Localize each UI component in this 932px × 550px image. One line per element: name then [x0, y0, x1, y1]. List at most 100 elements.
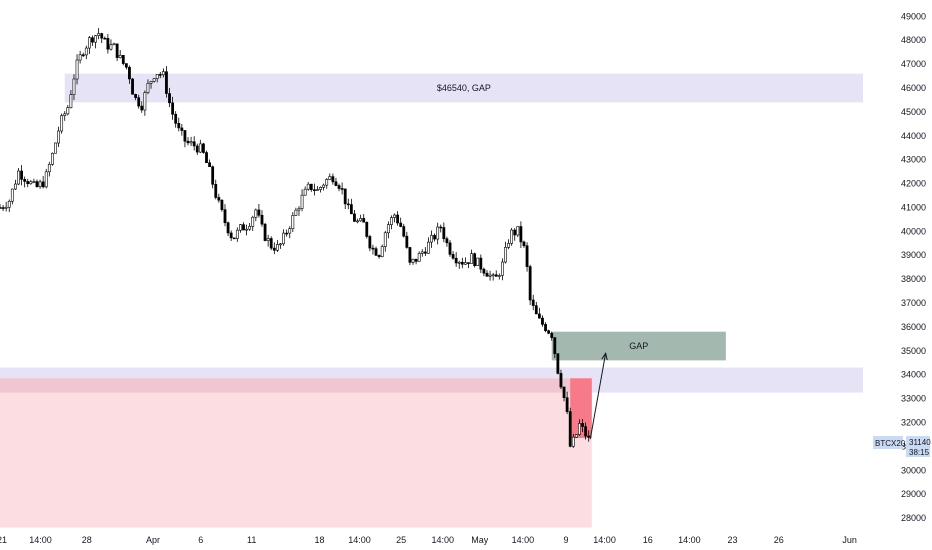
candle	[143, 90, 147, 116]
candle	[272, 242, 276, 255]
candle	[128, 65, 131, 84]
candle	[510, 227, 514, 246]
candle	[451, 251, 455, 260]
candle	[380, 244, 384, 258]
y-tick-label: 41000	[901, 202, 926, 212]
zone-labels-layer: $46540, GAP GAP	[437, 83, 648, 351]
candle	[1, 204, 5, 211]
candle	[386, 221, 390, 239]
x-tick-label: 23	[727, 535, 737, 545]
x-tick-label: 14:00	[593, 535, 616, 545]
candle	[467, 262, 470, 269]
candle	[140, 101, 144, 113]
candle	[525, 242, 529, 272]
candle	[32, 178, 36, 184]
candle	[356, 218, 359, 224]
candle	[430, 230, 433, 248]
candle	[189, 136, 193, 146]
countdown-label: 38:15	[909, 448, 930, 457]
candle	[368, 234, 372, 252]
candle	[544, 322, 547, 333]
y-tick-label: 33000	[901, 394, 926, 404]
gap-zone-35000-label: GAP	[629, 341, 648, 351]
candle	[504, 241, 507, 264]
candle	[0, 203, 2, 209]
candle	[217, 193, 221, 203]
candle	[396, 211, 400, 226]
x-tick-label: 21	[0, 535, 7, 545]
candle	[519, 221, 523, 249]
candle	[254, 208, 258, 222]
candle	[581, 418, 584, 432]
candle	[460, 257, 464, 269]
candle	[279, 242, 282, 249]
candle	[235, 227, 239, 242]
red-zone-strip	[0, 378, 592, 393]
candle	[464, 257, 467, 265]
candle	[476, 257, 480, 266]
time-axis[interactable]: 21 14:00 28 Apr 6 11 18 14:00 25 14:00 May 14:00 9 14…	[0, 535, 857, 545]
candle	[87, 36, 91, 55]
x-tick-label: 16	[643, 535, 653, 545]
candle	[448, 240, 452, 257]
candle	[457, 260, 461, 269]
candle	[54, 142, 57, 154]
x-tick-label: 6	[198, 535, 203, 545]
y-tick-label: 43000	[901, 155, 926, 165]
candle	[562, 386, 566, 402]
candle	[306, 182, 310, 191]
gap-zone-46540	[64, 73, 864, 103]
candle	[433, 233, 436, 242]
candle	[248, 223, 252, 231]
candle	[60, 113, 64, 134]
candle	[571, 433, 575, 448]
candle	[198, 139, 202, 154]
candle	[63, 111, 67, 121]
candle	[269, 236, 273, 251]
candle	[322, 183, 326, 191]
candle	[309, 183, 313, 192]
candle	[442, 222, 446, 243]
candle	[266, 234, 270, 247]
candle	[103, 36, 107, 40]
candle	[343, 188, 347, 210]
candle	[537, 307, 541, 319]
candle	[94, 35, 97, 49]
candle	[78, 50, 82, 64]
red-zone-large	[0, 378, 592, 528]
candle	[488, 270, 492, 281]
candle	[390, 215, 393, 230]
price-badge-bg	[906, 436, 930, 457]
projection-arrow	[589, 353, 607, 440]
candle	[174, 111, 178, 128]
y-tick-label: 45000	[901, 107, 926, 117]
candle	[346, 198, 350, 210]
candle	[331, 173, 335, 185]
candle	[66, 104, 70, 116]
y-tick-label: 42000	[901, 179, 926, 189]
candle	[260, 210, 264, 227]
candle	[578, 419, 581, 436]
candle	[152, 78, 156, 83]
candle	[436, 222, 440, 245]
candle	[41, 176, 45, 189]
candle	[183, 130, 187, 148]
candle	[349, 198, 353, 215]
candle	[427, 237, 430, 254]
candle	[522, 240, 526, 248]
candle	[300, 189, 304, 212]
candle	[353, 210, 356, 222]
y-tick-label: 44000	[901, 131, 926, 141]
candle	[556, 353, 560, 375]
candle	[334, 177, 338, 187]
candle	[374, 246, 378, 256]
candle	[568, 407, 572, 448]
candle	[291, 212, 295, 232]
candle	[319, 186, 322, 193]
x-tick-label: 14:00	[678, 535, 701, 545]
candle	[531, 294, 535, 311]
candle	[84, 45, 88, 60]
candle	[513, 228, 517, 241]
candle	[500, 258, 504, 281]
